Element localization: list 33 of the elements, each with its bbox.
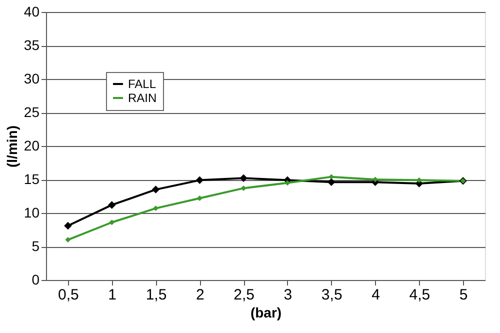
point bbox=[64, 222, 72, 230]
y-tick-label: 10 bbox=[24, 204, 40, 220]
y-tick-label: 5 bbox=[32, 238, 40, 254]
legend-label: RAIN bbox=[128, 91, 157, 105]
x-tick-label: 1 bbox=[108, 286, 117, 304]
y-tick-label: 30 bbox=[24, 70, 40, 86]
point bbox=[109, 220, 115, 226]
point bbox=[327, 178, 336, 186]
y-tick-label: 40 bbox=[24, 4, 40, 20]
point bbox=[152, 186, 160, 194]
x-tick-label: 0,5 bbox=[58, 286, 79, 304]
point bbox=[196, 176, 204, 184]
point bbox=[65, 237, 71, 243]
x-tick-label: 1,5 bbox=[146, 286, 167, 304]
point bbox=[240, 174, 248, 182]
y-tick-label: 0 bbox=[32, 272, 40, 288]
y-tick-label: 25 bbox=[24, 104, 40, 120]
y-axis-title: (l/min) bbox=[4, 126, 20, 168]
x-tick-label: 3,5 bbox=[321, 286, 342, 304]
x-tick-label: 4 bbox=[372, 286, 380, 304]
x-tick-label: 2,5 bbox=[234, 286, 254, 304]
y-tick-label: 35 bbox=[24, 37, 40, 53]
legend-label: FALL bbox=[128, 77, 156, 91]
x-tick-label: 4,5 bbox=[409, 286, 430, 304]
point bbox=[108, 201, 116, 209]
point bbox=[153, 206, 158, 212]
x-tick-label: 3 bbox=[284, 286, 292, 304]
point bbox=[196, 196, 202, 201]
y-tick-label: 20 bbox=[24, 138, 40, 154]
x-axis-title: (bar) bbox=[250, 304, 282, 320]
x-tick-label: 2 bbox=[196, 286, 204, 304]
x-tick-label: 5 bbox=[459, 286, 468, 304]
y-tick-label: 15 bbox=[24, 171, 40, 187]
